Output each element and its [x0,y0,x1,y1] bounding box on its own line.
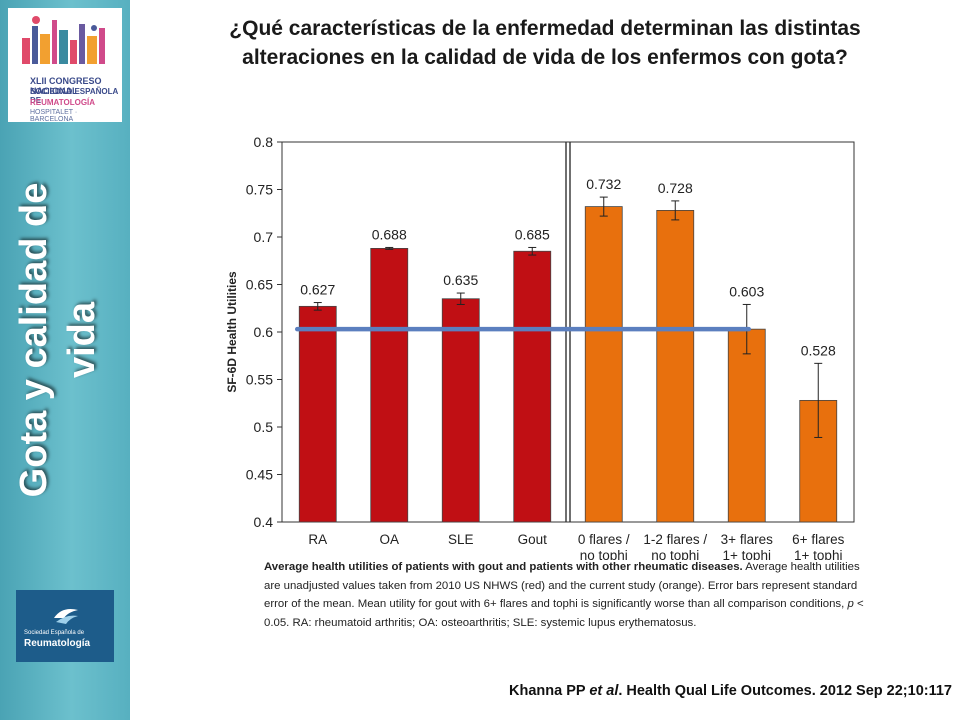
page-title-line-1: ¿Qué características de la enfermedad de… [229,17,861,40]
y-tick-label: 0.7 [254,229,274,245]
data-label: 0.635 [443,272,478,288]
bar [584,206,623,523]
x-tick-label: OA [379,532,399,547]
bar [513,250,552,523]
logo-line-4: HOSPITALET · BARCELONA [30,109,78,123]
x-tick-label-line-2: no tophi [651,548,699,560]
data-label: 0.688 [372,226,407,242]
bar-chart: 0.4 0.45 0.5 0.55 0.6 0.65 0.7 0.75 0.8 SF-6D Hea… [225,134,855,560]
y-tick-label: 0.45 [246,467,273,483]
bar [727,328,766,523]
citation-rest: . Health Qual Life Outcomes. 2012 Sep 22… [618,683,952,699]
bar [656,210,695,523]
data-label: 0.728 [658,180,693,196]
sidebar-vertical-title: Gota y calidad de vida [10,130,120,550]
x-tick-label-line-2: 1+ tophi [794,548,842,560]
x-tick-label: 1-2 flares / [643,532,707,547]
x-tick-label: 0 flares / [578,532,630,547]
caption-text: Average health utilities are unadjusted … [264,561,860,610]
y-tick-label: 0.55 [246,372,273,388]
plot-frame [281,141,855,523]
x-tick-label: 3+ flares [721,532,773,547]
caption-p-symbol: p [847,598,854,610]
ser-logo-small-text: Sociedad Española de [24,630,85,636]
logo-line-1: XLII CONGRESO NACIONAL [30,76,102,96]
logo-line-2: SOCIEDAD ESPAÑOLA DE [30,87,119,105]
page-title-line-2: alteraciones en la calidad de vida de lo… [242,46,848,69]
y-axis-label: SF-6D Health Utilities [225,271,239,393]
ser-emblem-icon [54,609,78,624]
bar [441,298,480,523]
congress-logo: XLII CONGRESO NACIONAL SOCIEDAD ESPAÑOLA… [8,8,122,123]
y-tick-label: 0.4 [254,514,274,530]
y-tick-label: 0.6 [254,324,274,340]
citation-etal: et al [589,683,619,699]
y-tick-label: 0.8 [254,134,274,150]
y-tick-label: 0.5 [254,419,274,435]
y-tick-label: 0.75 [246,182,273,198]
data-label: 0.528 [801,342,836,358]
ser-logo: Sociedad Española de Reumatología [16,590,114,662]
x-tick-label: SLE [448,532,474,547]
data-label: 0.603 [729,283,764,299]
bar [298,305,337,523]
data-label: 0.685 [515,226,550,242]
caption-tail: < 0.05. RA: rheumatoid arthritis; OA: os… [264,598,864,629]
data-label: 0.627 [300,282,335,298]
page-title: ¿Qué características de la enfermedad de… [150,14,940,72]
citation-author: Khanna PP [509,683,590,699]
x-tick-label-line-2: no tophi [580,548,628,560]
x-tick-label-line-2: 1+ tophi [723,548,771,560]
bar [370,248,409,523]
sidebar-title-line-2: vida [61,301,103,379]
x-tick-label: Gout [518,532,548,547]
logo-line-3: REUMATOLOGÍA [30,98,96,107]
sidebar-title-line-1: Gota y calidad de [13,182,55,498]
sidebar: XLII CONGRESO NACIONAL SOCIEDAD ESPAÑOLA… [0,0,130,720]
citation: Khanna PP et al. Health Qual Life Outcom… [440,683,952,699]
data-label: 0.732 [586,176,621,192]
x-tick-label: 6+ flares [792,532,844,547]
x-tick-label: RA [308,532,327,547]
caption-bold: Average health utilities of patients wit… [264,561,743,573]
y-tick-label: 0.65 [246,277,273,293]
ser-logo-big-text: Reumatología [24,638,91,649]
figure-caption: Average health utilities of patients wit… [264,558,874,632]
city-skyline-logo-art [22,16,105,64]
